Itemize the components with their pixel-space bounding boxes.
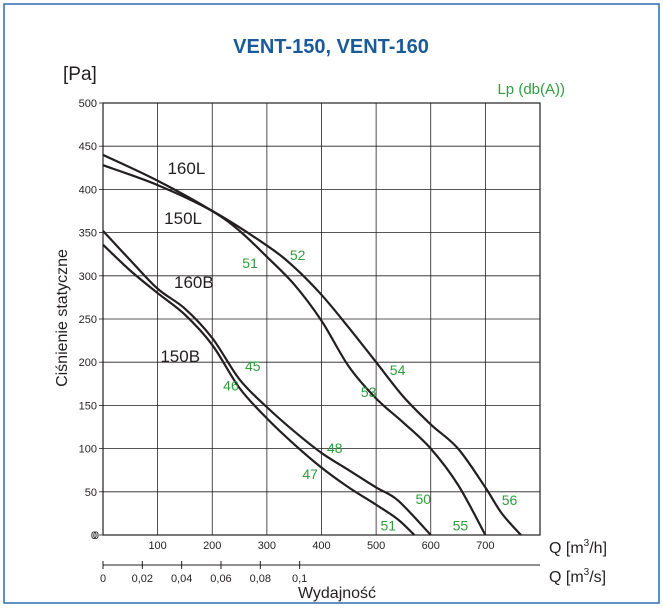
y-tick-label: 450 <box>79 141 97 153</box>
x-tick-label: 300 <box>258 540 276 552</box>
chart-title: VENT-150, VENT-160 <box>233 36 429 58</box>
x-axis2-label: Q [m3/s] <box>549 567 606 586</box>
x-axis-label-q: Q [m <box>549 540 584 557</box>
noise-value-label: 53 <box>361 384 377 400</box>
x-axis-label: Q [m3/h] <box>549 538 607 557</box>
noise-value-label: 51 <box>380 518 396 534</box>
y-tick-label: 300 <box>79 271 97 283</box>
x2-tick-label: 0,1 <box>292 573 307 585</box>
ticks: 100 200 300 400 500 600 7000501001502002503003… <box>79 98 540 585</box>
noise-value-label: 52 <box>290 247 306 263</box>
noise-value-label: 50 <box>415 491 431 507</box>
y-unit-label: [Pa] <box>63 64 97 85</box>
x-tick-label: 400 <box>312 540 330 552</box>
x2-tick-label: 0,06 <box>210 573 231 585</box>
noise-value-label: 55 <box>453 518 469 534</box>
y-tick-label: 200 <box>79 357 97 369</box>
x-tick-label: 600 <box>422 540 440 552</box>
y-tick-label: 0 <box>91 530 97 542</box>
x2-tick-label: 0 <box>100 573 106 585</box>
x-tick-label: 500 <box>367 540 385 552</box>
x2-tick-label: 0,08 <box>250 573 271 585</box>
x-axis-title: Wydajność <box>298 585 376 602</box>
x-axis2-label-end: /s] <box>589 569 606 586</box>
y-tick-label: 500 <box>79 98 97 110</box>
y-tick-label: 250 <box>79 314 97 326</box>
noise-value-label: 56 <box>502 492 518 508</box>
y-tick-label: 150 <box>79 400 97 412</box>
y-tick-label: 350 <box>79 228 97 240</box>
series-line-150b <box>102 243 416 536</box>
y-tick-label: 50 <box>85 487 97 499</box>
noise-value-label: 48 <box>327 440 343 456</box>
chart-border <box>3 3 660 604</box>
curve-label-150b: 150B <box>160 347 200 366</box>
x-tick-label-zero: 0 <box>93 530 99 542</box>
x-axis2-label-sup: 3 <box>584 567 590 578</box>
labels: 160L 150L 160B 150B 52 51 54 53 45 46 48 47 50 51 55 56 <box>160 159 517 534</box>
curves <box>102 153 522 536</box>
x-tick-label: 700 <box>476 540 494 552</box>
series-line-150l <box>102 153 487 536</box>
series-line-160b <box>102 230 432 536</box>
x2-tick-label: 0,02 <box>132 573 153 585</box>
x-tick-label: 200 <box>203 540 221 552</box>
y-tick-label: 100 <box>79 444 97 456</box>
noise-value-label: 47 <box>302 466 318 482</box>
noise-label: Lp (db(A)) <box>497 81 565 98</box>
curve-label-160b: 160B <box>174 273 214 292</box>
x-axis2-label-q: Q [m <box>549 569 584 586</box>
x-axis-label-sup: 3 <box>584 538 590 549</box>
y-axis-label: Ciśnienie statyczne <box>54 249 71 387</box>
noise-value-label: 45 <box>245 358 261 374</box>
noise-value-label: 46 <box>223 378 239 394</box>
noise-value-label: 54 <box>390 362 406 378</box>
curve-label-160l: 160L <box>167 159 205 178</box>
curve-label-150l: 150L <box>164 209 202 228</box>
x2-tick-label: 0,04 <box>171 573 192 585</box>
y-tick-label: 400 <box>79 184 97 196</box>
x-tick-label: 100 <box>148 540 166 552</box>
noise-value-label: 51 <box>242 255 258 271</box>
x-axis-label-end: /h] <box>589 540 607 557</box>
